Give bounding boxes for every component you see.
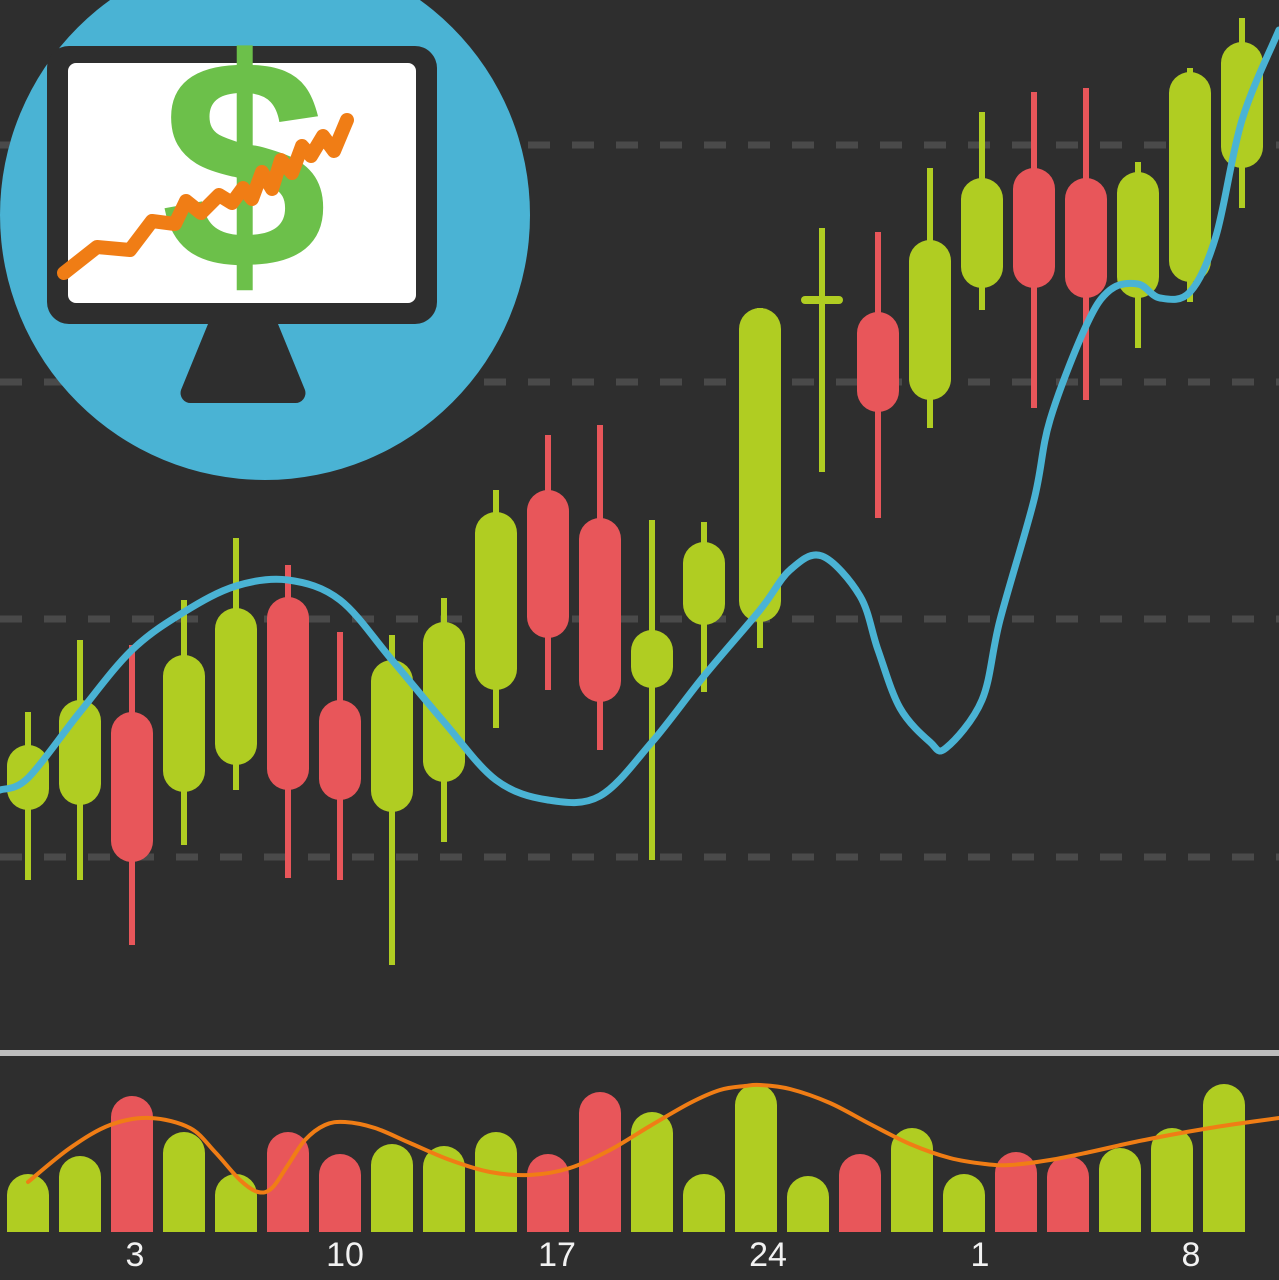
volume-bar bbox=[163, 1132, 205, 1232]
candlestick bbox=[1117, 162, 1159, 348]
volume-bar-base bbox=[527, 1211, 569, 1232]
volume-bar-base bbox=[1047, 1211, 1089, 1232]
moving-average-line bbox=[0, 26, 1279, 807]
volume-bar-base bbox=[1099, 1211, 1141, 1232]
volume-bar-base bbox=[631, 1211, 673, 1232]
volume-bar bbox=[423, 1146, 465, 1232]
candle-body bbox=[319, 700, 361, 800]
volume-bar bbox=[579, 1092, 621, 1232]
volume-bar-base bbox=[319, 1211, 361, 1232]
volume-bar-base bbox=[943, 1211, 985, 1232]
candlestick bbox=[1013, 92, 1055, 408]
candlestick bbox=[857, 232, 899, 518]
volume-bar-base bbox=[475, 1211, 517, 1232]
volume-bar bbox=[1203, 1084, 1245, 1232]
volume-bar bbox=[475, 1132, 517, 1232]
candle-body bbox=[1013, 168, 1055, 288]
candle-body bbox=[475, 512, 517, 690]
candlesticks-group bbox=[7, 18, 1263, 965]
candle-body bbox=[579, 518, 621, 702]
candlestick bbox=[1169, 68, 1211, 302]
panel-separator bbox=[0, 1050, 1279, 1056]
volume-bar-base bbox=[683, 1211, 725, 1232]
volume-bar-base bbox=[839, 1211, 881, 1232]
candle-body bbox=[961, 178, 1003, 288]
candle-body bbox=[1169, 72, 1211, 282]
candle-body bbox=[423, 622, 465, 782]
candlestick bbox=[267, 565, 309, 878]
x-axis-tick-label-3: 3 bbox=[125, 1236, 145, 1274]
x-axis-tick-label-10: 10 bbox=[326, 1236, 364, 1274]
volume-bar-base bbox=[423, 1211, 465, 1232]
volume-bar-base bbox=[995, 1211, 1037, 1232]
volume-bar-base bbox=[111, 1211, 153, 1232]
candle-body bbox=[683, 542, 725, 625]
uptrend-zigzag-line bbox=[57, 113, 354, 280]
candlestick bbox=[739, 308, 781, 648]
candle-body bbox=[857, 312, 899, 412]
volume-bar-base bbox=[371, 1211, 413, 1232]
candlestick bbox=[1065, 88, 1107, 400]
volume-bar-base bbox=[735, 1211, 777, 1232]
volume-bar bbox=[1151, 1128, 1193, 1232]
candle-body bbox=[631, 630, 673, 688]
x-axis-tick-label-17: 17 bbox=[538, 1236, 576, 1274]
volume-bar bbox=[371, 1144, 413, 1232]
volume-bar-base bbox=[7, 1211, 49, 1232]
candle-body bbox=[909, 240, 951, 400]
candle-body bbox=[111, 712, 153, 862]
candlestick bbox=[475, 490, 517, 728]
candlestick bbox=[631, 520, 673, 860]
volume-bar-base bbox=[1151, 1211, 1193, 1232]
candle-body bbox=[801, 296, 843, 304]
separator-line bbox=[0, 1050, 1279, 1056]
volume-bar-base bbox=[787, 1211, 829, 1232]
candle-body bbox=[1065, 178, 1107, 298]
candle-body bbox=[1221, 42, 1263, 168]
volume-bar-base bbox=[163, 1211, 205, 1232]
candlestick bbox=[527, 435, 569, 690]
candle-body bbox=[215, 608, 257, 765]
candle-body bbox=[267, 597, 309, 790]
candlestick bbox=[801, 228, 843, 472]
candle-body bbox=[1117, 172, 1159, 298]
candlestick bbox=[215, 538, 257, 790]
candle-body bbox=[527, 490, 569, 638]
volume-bar-base bbox=[267, 1211, 309, 1232]
x-axis-tick-label-24: 24 bbox=[749, 1236, 787, 1274]
candlestick bbox=[683, 522, 725, 692]
candle-body bbox=[371, 660, 413, 812]
candlestick bbox=[579, 425, 621, 750]
candle-body bbox=[163, 655, 205, 792]
monitor-stand bbox=[180, 324, 306, 404]
candlestick bbox=[319, 632, 361, 880]
dollar-symbol: $ bbox=[161, 0, 328, 332]
candle-body bbox=[739, 308, 781, 622]
volume-bar bbox=[111, 1096, 153, 1232]
x-axis-tick-label-8: 8 bbox=[1181, 1236, 1201, 1274]
volume-bar-base bbox=[215, 1211, 257, 1232]
candlestick bbox=[961, 112, 1003, 310]
candlestick bbox=[163, 600, 205, 845]
candlestick bbox=[111, 645, 153, 945]
volume-bar-base bbox=[1203, 1211, 1245, 1232]
volume-bar bbox=[267, 1132, 309, 1232]
x-axis-tick-label-1: 1 bbox=[970, 1236, 990, 1274]
candlestick bbox=[371, 635, 413, 965]
volume-bar bbox=[891, 1128, 933, 1232]
volume-trend-line bbox=[26, 1082, 1279, 1195]
volume-bar-base bbox=[891, 1211, 933, 1232]
volume-bar bbox=[631, 1112, 673, 1232]
volume-bar-base bbox=[59, 1211, 101, 1232]
volume-bar-base bbox=[579, 1211, 621, 1232]
volume-bar bbox=[735, 1084, 777, 1232]
volume-bars-group bbox=[7, 1084, 1245, 1232]
dollar-sign-glyph: $ bbox=[161, 0, 328, 332]
candlestick bbox=[909, 168, 951, 428]
